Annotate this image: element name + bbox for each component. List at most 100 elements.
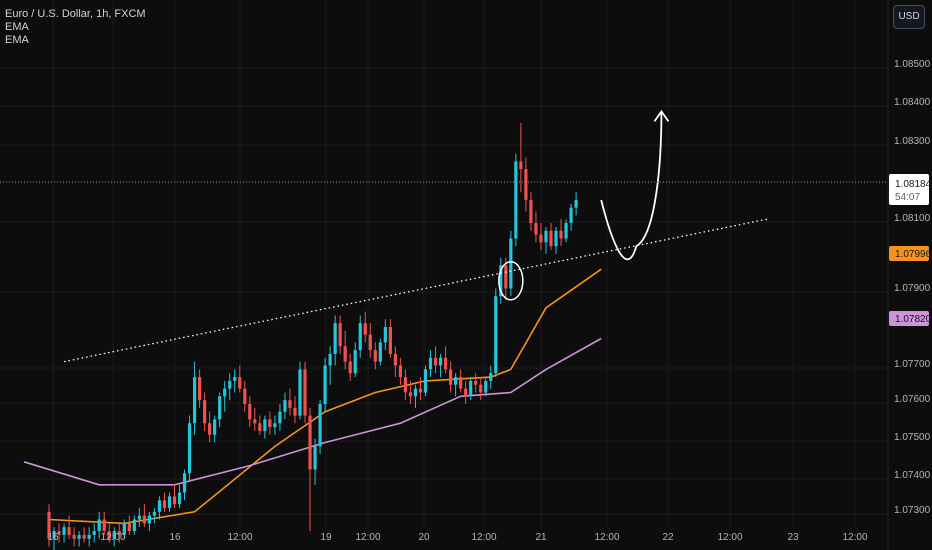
candle <box>92 523 96 543</box>
candle-body <box>459 377 463 389</box>
candle-body <box>218 396 222 420</box>
time-tick: 23 <box>787 532 799 543</box>
candle-body <box>238 377 242 389</box>
price-tick: 1.07900 <box>894 283 931 294</box>
candle <box>574 192 578 216</box>
candle-body <box>137 515 141 520</box>
user-drawings[interactable] <box>63 109 767 363</box>
candle-body <box>172 496 177 505</box>
candle <box>363 311 367 343</box>
candle <box>529 192 533 231</box>
candle-body <box>408 392 413 397</box>
candle-body <box>182 473 187 493</box>
indicator-ema-slow[interactable]: EMA <box>5 34 29 46</box>
candle <box>182 469 187 501</box>
candle-body <box>514 161 518 239</box>
candle <box>263 415 267 439</box>
price-tick: 1.07600 <box>894 394 931 405</box>
candle <box>524 157 528 212</box>
bar-countdown: 54:07 <box>895 192 920 203</box>
candle <box>107 523 111 543</box>
candle <box>293 396 297 424</box>
candle <box>152 507 157 524</box>
candle <box>559 219 563 247</box>
candle <box>112 527 116 547</box>
candle <box>57 523 61 543</box>
candle <box>413 384 418 408</box>
price-tick: 1.08400 <box>894 97 931 108</box>
candle-body <box>127 523 131 532</box>
candle <box>408 380 413 404</box>
symbol-title[interactable]: Euro / U.S. Dollar, 1h, FXCM <box>5 8 146 20</box>
chart-legend: Euro / U.S. Dollar, 1h, FXCM EMA EMA <box>5 8 146 47</box>
candle <box>459 369 463 393</box>
indicator-ema-fast[interactable]: EMA <box>5 21 29 33</box>
candle-body <box>87 534 91 539</box>
time-axis[interactable]: 15 12:00 16 12:00 19 12:00 20 12:00 21 1… <box>47 532 868 543</box>
candle <box>438 353 443 378</box>
candle-body <box>348 361 352 374</box>
candle <box>122 519 126 539</box>
candle-body <box>308 415 312 470</box>
candle <box>137 507 141 528</box>
candle-body <box>318 404 322 447</box>
candle <box>348 353 352 381</box>
candle-body <box>72 534 76 539</box>
arrow-head-icon <box>653 109 670 122</box>
candle-body <box>378 342 382 362</box>
candle <box>403 369 408 401</box>
candle <box>192 361 197 435</box>
candle <box>218 392 222 428</box>
time-tick: 12:00 <box>594 532 619 543</box>
candle-body <box>454 377 458 385</box>
candle <box>213 415 217 443</box>
candle <box>454 373 458 397</box>
candle-body <box>303 369 307 416</box>
candle <box>97 511 101 539</box>
candle-body <box>398 365 402 378</box>
candle-body <box>263 419 267 431</box>
candle-body <box>509 238 513 289</box>
candle <box>569 203 573 231</box>
currency-button[interactable]: USD <box>893 5 925 29</box>
candle-body <box>162 500 167 508</box>
candle-body <box>273 423 277 428</box>
candle <box>62 523 66 543</box>
candle <box>162 492 167 512</box>
candle <box>443 346 448 374</box>
chart-grid <box>0 0 888 527</box>
candle-body <box>112 531 116 539</box>
price-tick: 1.07300 <box>894 505 931 516</box>
candle-body <box>132 519 136 532</box>
candle-body <box>167 496 172 508</box>
candle <box>549 223 553 250</box>
candle <box>383 319 387 351</box>
candle-body <box>544 230 548 243</box>
candle-body <box>499 265 503 297</box>
candle-body <box>117 531 121 535</box>
time-tick: 12:00 <box>471 532 496 543</box>
candle-body <box>433 357 438 366</box>
ema-fast-price-badge: 1.07996 <box>889 246 932 261</box>
candle-body <box>474 380 478 385</box>
candle <box>554 226 558 254</box>
candle <box>132 515 136 535</box>
time-tick: 12:00 <box>717 532 742 543</box>
candle <box>77 531 81 547</box>
candle <box>243 380 247 412</box>
candle-body <box>62 527 66 535</box>
candle <box>338 315 342 354</box>
candle <box>198 369 202 408</box>
candle-body <box>142 515 146 524</box>
breakout-circle <box>498 261 524 301</box>
price-axis[interactable]: 1.08500 1.08400 1.08300 1.08100 1.07900 … <box>887 0 932 550</box>
candle <box>368 323 372 358</box>
candle <box>208 411 212 443</box>
candle-body <box>57 531 61 535</box>
candle <box>157 496 162 520</box>
candle <box>358 315 362 358</box>
candle-body <box>278 411 282 424</box>
candle-body <box>413 388 418 397</box>
ema-fast-value: 1.07996 <box>895 249 932 260</box>
